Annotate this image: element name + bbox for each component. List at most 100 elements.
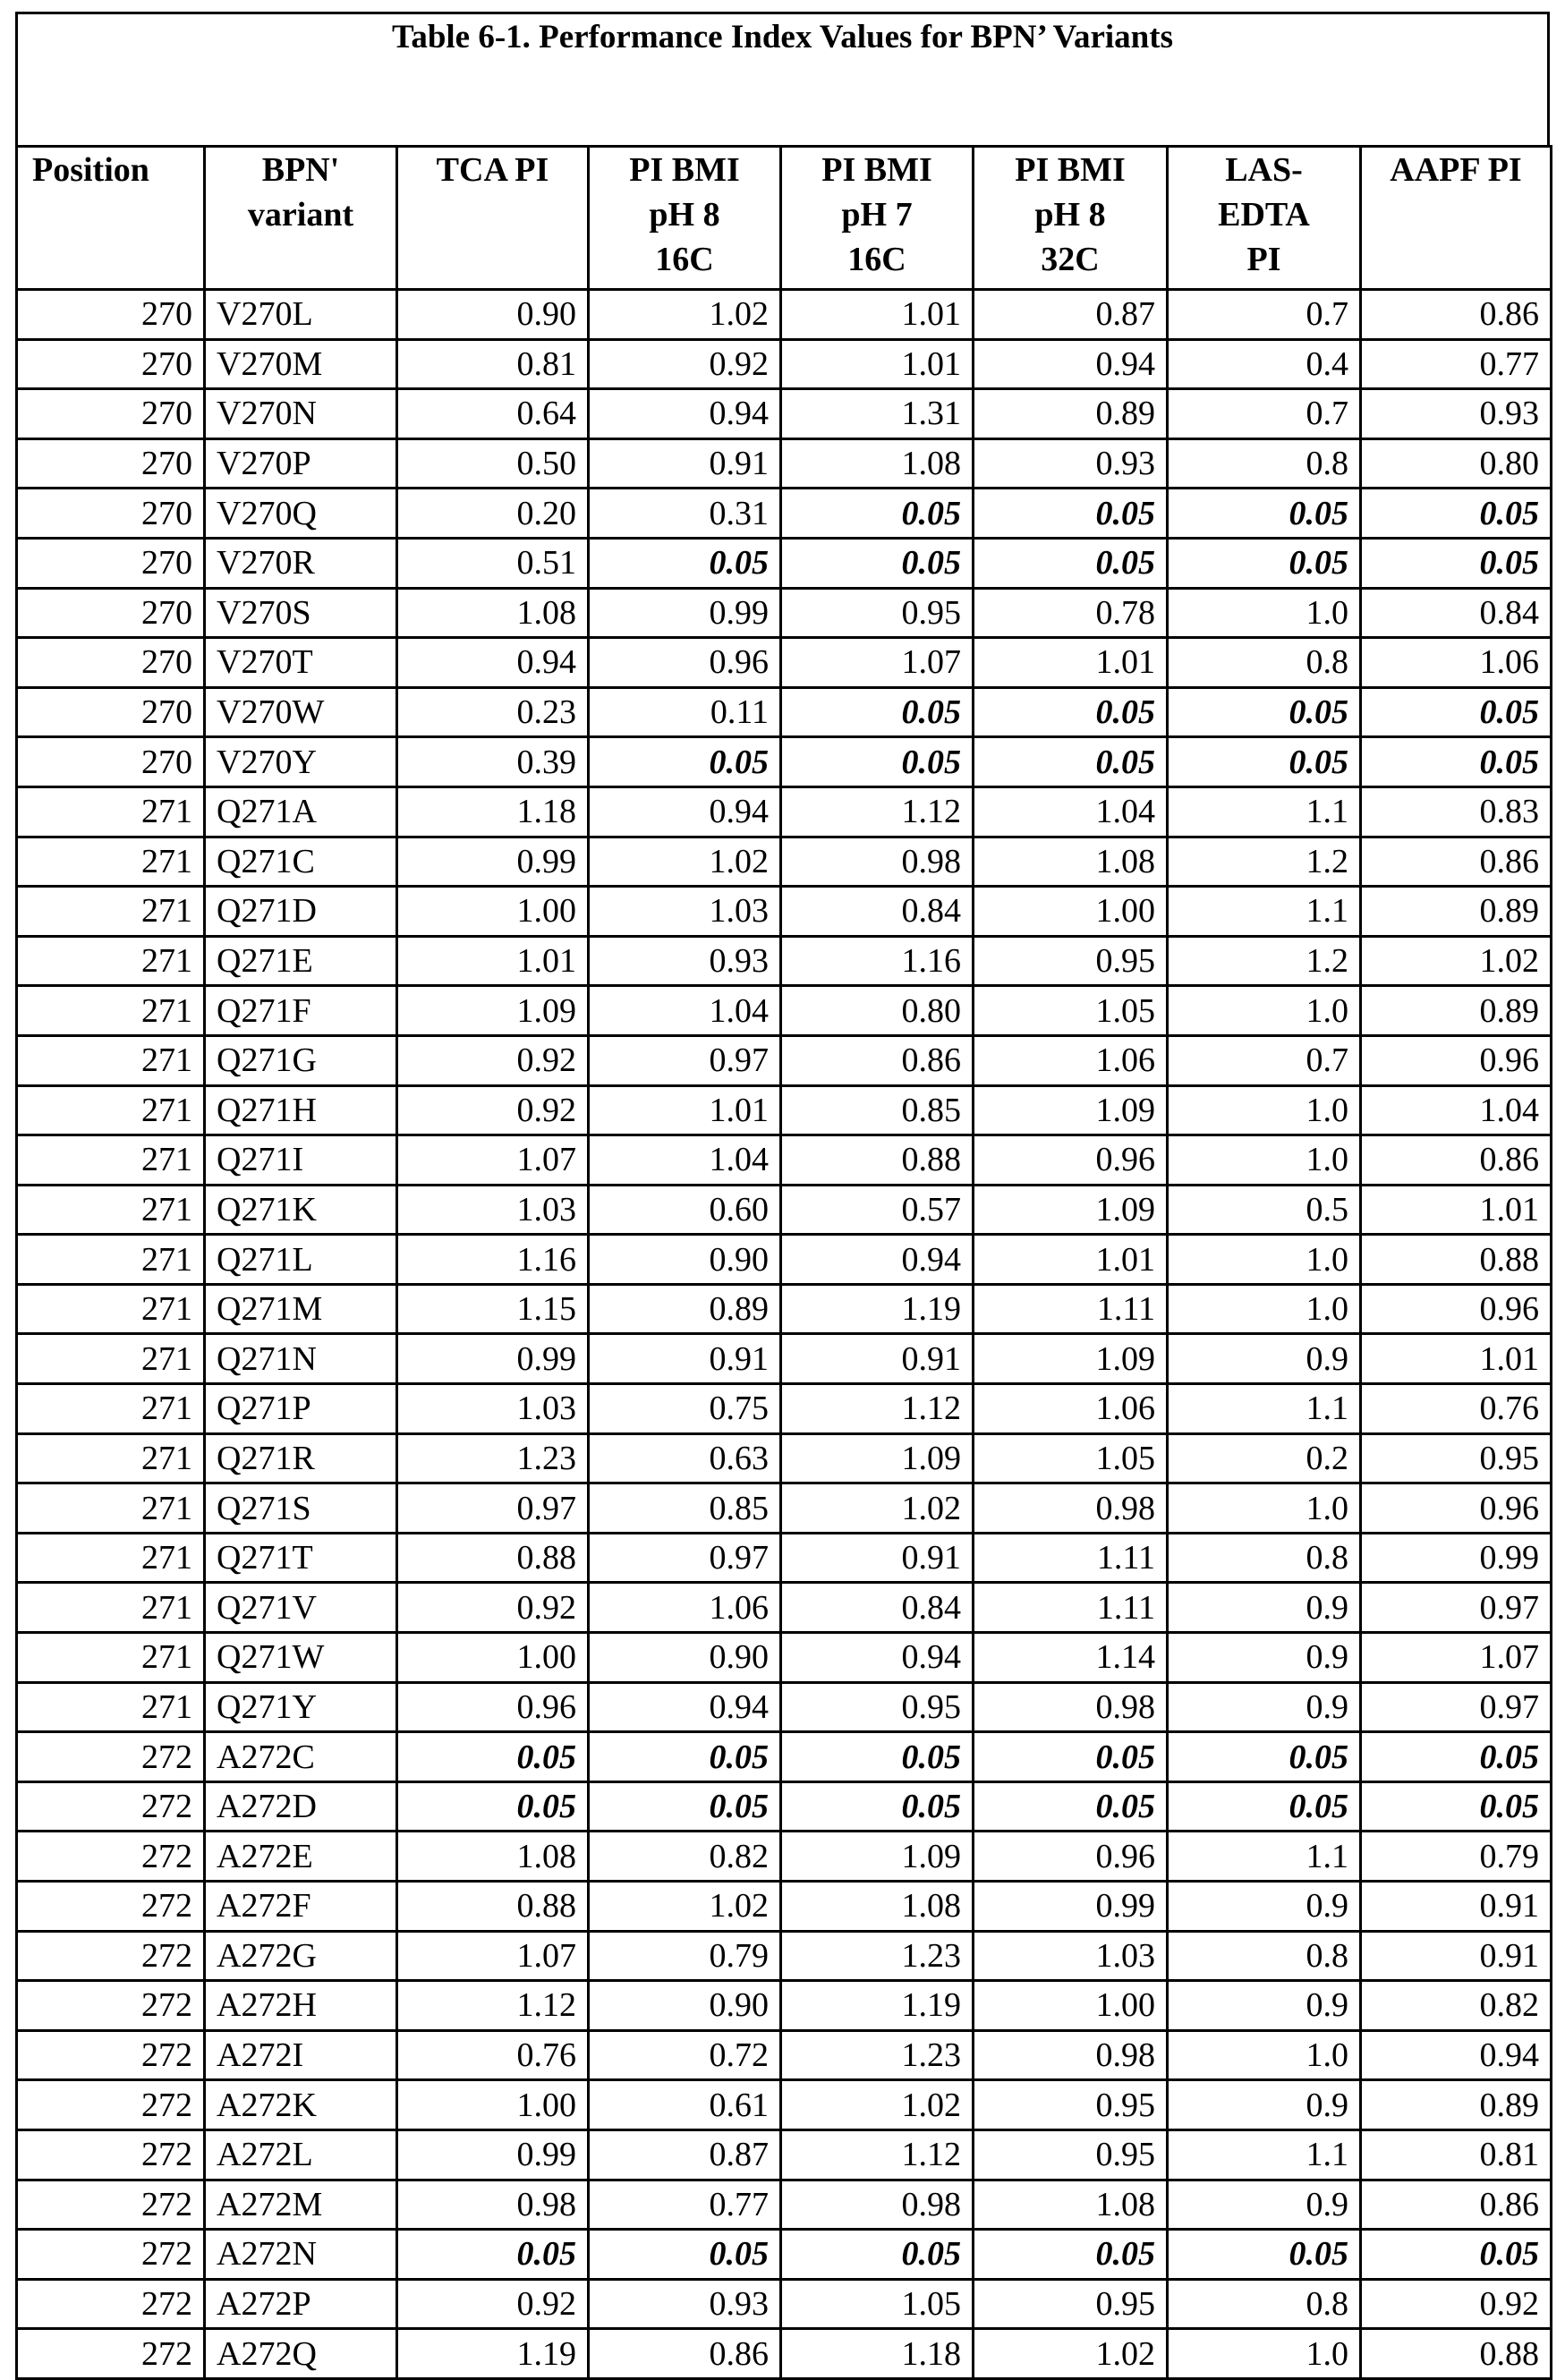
cell-variant: V270S — [205, 588, 397, 638]
cell-pi-bmi-ph8-32c: 0.05 — [974, 1781, 1168, 1832]
table-row: 272A272L0.990.871.120.951.10.81 — [17, 2129, 1552, 2180]
table-row: 270V270N0.640.941.310.890.70.93 — [17, 389, 1552, 439]
cell-las-edta-pi: 0.9 — [1168, 2180, 1361, 2230]
cell-variant: Q271D — [205, 887, 397, 937]
cell-variant: V270Y — [205, 737, 397, 787]
cell-aapf-pi: 1.02 — [1361, 936, 1552, 986]
cell-pi-bmi-ph8-16c: 0.94 — [589, 1682, 781, 1732]
cell-las-edta-pi: 0.9 — [1168, 1981, 1361, 2031]
cell-tca-pi: 1.15 — [397, 1284, 589, 1334]
cell-pi-bmi-ph8-16c: 0.94 — [589, 389, 781, 439]
cell-variant: V270T — [205, 638, 397, 688]
table-row: 272A272N0.050.050.050.050.050.05 — [17, 2230, 1552, 2280]
cell-aapf-pi: 0.77 — [1361, 339, 1552, 389]
cell-tca-pi: 1.00 — [397, 887, 589, 937]
table-row: 270V270R0.510.050.050.050.050.05 — [17, 538, 1552, 588]
cell-aapf-pi: 0.86 — [1361, 837, 1552, 887]
cell-aapf-pi: 0.83 — [1361, 786, 1552, 837]
cell-tca-pi: 0.39 — [397, 737, 589, 787]
cell-position: 271 — [17, 786, 205, 837]
cell-pi-bmi-ph7-16c: 1.31 — [781, 389, 974, 439]
table-row: 272A272M0.980.770.981.080.90.86 — [17, 2180, 1552, 2230]
cell-pi-bmi-ph7-16c: 0.94 — [781, 1235, 974, 1285]
cell-pi-bmi-ph7-16c: 0.86 — [781, 1035, 974, 1085]
cell-aapf-pi: 0.82 — [1361, 1981, 1552, 2031]
cell-pi-bmi-ph7-16c: 0.05 — [781, 687, 974, 737]
cell-pi-bmi-ph8-32c: 0.78 — [974, 588, 1168, 638]
cell-pi-bmi-ph7-16c: 1.08 — [781, 438, 974, 489]
cell-pi-bmi-ph8-32c: 0.98 — [974, 2030, 1168, 2080]
cell-tca-pi: 0.50 — [397, 438, 589, 489]
cell-pi-bmi-ph8-16c: 0.93 — [589, 2279, 781, 2329]
cell-position: 271 — [17, 1284, 205, 1334]
cell-pi-bmi-ph7-16c: 1.02 — [781, 2080, 974, 2130]
cell-tca-pi: 0.88 — [397, 1882, 589, 1932]
cell-pi-bmi-ph7-16c: 0.05 — [781, 538, 974, 588]
cell-position: 270 — [17, 638, 205, 688]
cell-variant: A272Q — [205, 2329, 397, 2379]
cell-pi-bmi-ph8-32c: 0.05 — [974, 1732, 1168, 1782]
cell-las-edta-pi: 1.0 — [1168, 1483, 1361, 1534]
cell-tca-pi: 0.94 — [397, 638, 589, 688]
cell-position: 272 — [17, 2329, 205, 2379]
column-header-pi-bmi-ph8-32c: PI BMI pH 8 32C — [974, 147, 1168, 290]
cell-las-edta-pi: 0.05 — [1168, 737, 1361, 787]
table-row: 270V270P0.500.911.080.930.80.80 — [17, 438, 1552, 489]
cell-variant: Q271W — [205, 1633, 397, 1683]
table-row: 272A272D0.050.050.050.050.050.05 — [17, 1781, 1552, 1832]
cell-variant: A272C — [205, 1732, 397, 1782]
cell-pi-bmi-ph8-16c: 0.94 — [589, 786, 781, 837]
cell-pi-bmi-ph8-32c: 1.08 — [974, 2180, 1168, 2230]
cell-aapf-pi: 0.84 — [1361, 588, 1552, 638]
table-container: Table 6-1. Performance Index Values for … — [15, 12, 1550, 2380]
cell-pi-bmi-ph7-16c: 0.98 — [781, 2180, 974, 2230]
cell-aapf-pi: 0.05 — [1361, 489, 1552, 539]
cell-pi-bmi-ph7-16c: 0.84 — [781, 1583, 974, 1633]
cell-tca-pi: 0.64 — [397, 389, 589, 439]
cell-pi-bmi-ph7-16c: 1.19 — [781, 1284, 974, 1334]
cell-pi-bmi-ph8-16c: 0.92 — [589, 339, 781, 389]
cell-variant: Q271L — [205, 1235, 397, 1285]
cell-tca-pi: 1.07 — [397, 1931, 589, 1981]
table-row: 271Q271S0.970.851.020.981.00.96 — [17, 1483, 1552, 1534]
cell-position: 270 — [17, 489, 205, 539]
cell-las-edta-pi: 0.8 — [1168, 2279, 1361, 2329]
cell-aapf-pi: 0.76 — [1361, 1384, 1552, 1434]
cell-pi-bmi-ph8-32c: 0.95 — [974, 936, 1168, 986]
cell-variant: V270W — [205, 687, 397, 737]
cell-variant: Q271R — [205, 1433, 397, 1483]
cell-las-edta-pi: 1.1 — [1168, 2129, 1361, 2180]
cell-tca-pi: 1.03 — [397, 1384, 589, 1434]
header-row: PositionBPN' variantTCA PIPI BMI pH 8 16… — [17, 147, 1552, 290]
cell-pi-bmi-ph8-16c: 0.96 — [589, 638, 781, 688]
table-row: 270V270L0.901.021.010.870.70.86 — [17, 290, 1552, 340]
cell-las-edta-pi: 1.0 — [1168, 986, 1361, 1036]
cell-pi-bmi-ph8-16c: 0.05 — [589, 2230, 781, 2280]
cell-pi-bmi-ph8-32c: 0.95 — [974, 2080, 1168, 2130]
cell-aapf-pi: 0.05 — [1361, 538, 1552, 588]
cell-position: 272 — [17, 2230, 205, 2280]
cell-position: 272 — [17, 2180, 205, 2230]
cell-pi-bmi-ph8-32c: 1.02 — [974, 2329, 1168, 2379]
cell-tca-pi: 0.99 — [397, 1334, 589, 1384]
table-row: 272A272Q1.190.861.181.021.00.88 — [17, 2329, 1552, 2379]
cell-las-edta-pi: 0.05 — [1168, 489, 1361, 539]
cell-aapf-pi: 1.06 — [1361, 638, 1552, 688]
cell-variant: A272H — [205, 1981, 397, 2031]
cell-las-edta-pi: 0.8 — [1168, 438, 1361, 489]
cell-pi-bmi-ph7-16c: 1.01 — [781, 290, 974, 340]
cell-las-edta-pi: 0.7 — [1168, 290, 1361, 340]
cell-variant: Q271C — [205, 837, 397, 887]
table-row: 271Q271H0.921.010.851.091.01.04 — [17, 1085, 1552, 1135]
cell-position: 271 — [17, 837, 205, 887]
cell-tca-pi: 1.07 — [397, 1135, 589, 1186]
cell-aapf-pi: 0.05 — [1361, 2230, 1552, 2280]
cell-pi-bmi-ph7-16c: 1.23 — [781, 1931, 974, 1981]
cell-pi-bmi-ph8-32c: 1.05 — [974, 986, 1168, 1036]
cell-pi-bmi-ph8-32c: 1.08 — [974, 837, 1168, 887]
cell-aapf-pi: 1.04 — [1361, 1085, 1552, 1135]
cell-pi-bmi-ph8-16c: 0.90 — [589, 1981, 781, 2031]
cell-aapf-pi: 0.96 — [1361, 1483, 1552, 1534]
cell-tca-pi: 0.20 — [397, 489, 589, 539]
cell-aapf-pi: 1.01 — [1361, 1334, 1552, 1384]
